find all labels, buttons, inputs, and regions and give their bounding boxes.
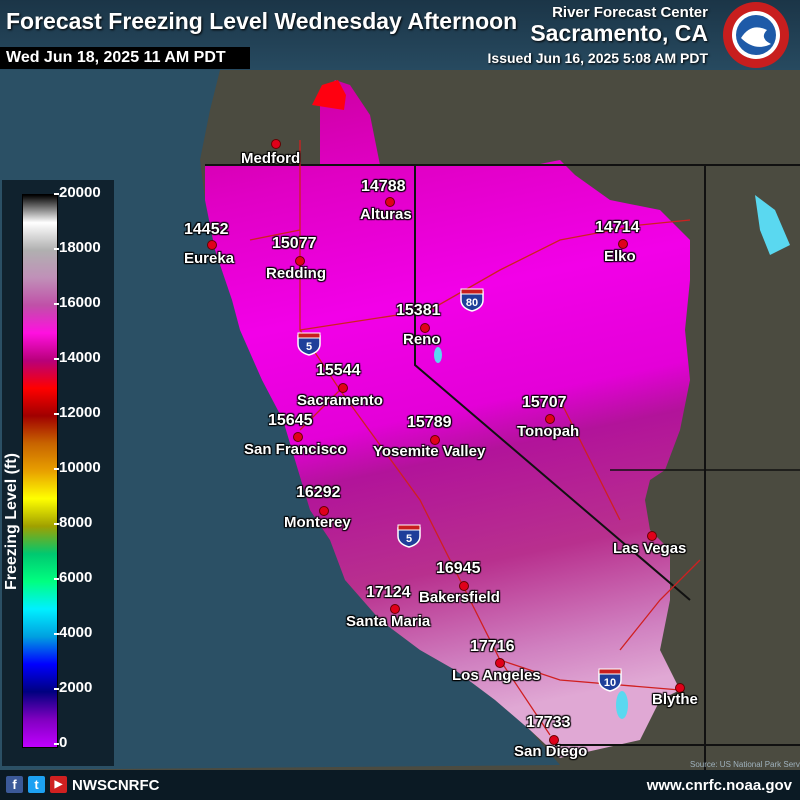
city-name-label: Blythe xyxy=(652,691,698,708)
city-name-label: Monterey xyxy=(284,514,351,531)
city-name-label: San Diego xyxy=(514,743,588,760)
city-name-label: Medford xyxy=(241,150,301,167)
city-name-label: Redding xyxy=(266,265,326,282)
interstate-number: 5 xyxy=(306,341,312,353)
legend-tick-label: 4000 xyxy=(53,624,93,641)
footer-bar xyxy=(0,770,800,800)
legend-tick-label: 6000 xyxy=(53,569,93,586)
great-salt-lake xyxy=(755,195,790,255)
city-freezing-level-value: 16292 xyxy=(296,484,341,501)
legend-tick-label: 14000 xyxy=(54,349,101,366)
city-name-label: San Francisco xyxy=(244,441,347,458)
city-freezing-level-value: 14714 xyxy=(595,219,640,236)
city-name-label: Alturas xyxy=(360,206,412,223)
city-marker-dot xyxy=(319,506,329,516)
city-marker-dot xyxy=(338,383,348,393)
legend-tick-label: 2000 xyxy=(53,679,93,696)
city-name-label: Yosemite Valley xyxy=(373,443,486,460)
color-legend: 20000 18000 16000 14000 12000 10000 8000 6000 40… xyxy=(2,180,114,766)
office-name: Sacramento, CA xyxy=(530,20,708,46)
city-freezing-level-value: 17124 xyxy=(366,584,411,601)
city-name-label: Reno xyxy=(403,331,441,348)
city-freezing-level-value: 15381 xyxy=(396,302,441,319)
salton-sea xyxy=(616,691,628,719)
city-marker-dot xyxy=(675,683,685,693)
interstate-number: 80 xyxy=(466,297,478,309)
legend-tick-label: 18000 xyxy=(54,239,101,256)
city-marker-dot xyxy=(385,197,395,207)
city-marker-dot xyxy=(293,432,303,442)
city-marker-dot xyxy=(295,256,305,266)
legend-tick-label: 12000 xyxy=(54,404,101,421)
city-freezing-level-value: 15077 xyxy=(272,235,317,252)
city-marker-dot xyxy=(390,604,400,614)
twitter-icon[interactable]: t xyxy=(28,776,45,793)
facebook-icon[interactable]: f xyxy=(6,776,23,793)
city-marker-dot xyxy=(430,435,440,445)
map-credit: Source: US National Park Service xyxy=(690,760,800,769)
agency-name: River Forecast Center xyxy=(552,4,708,21)
roads xyxy=(249,140,701,736)
interstate-shield: 10 xyxy=(597,668,623,692)
city-freezing-level-value: 15789 xyxy=(407,414,452,431)
interstate-shield: 80 xyxy=(459,288,485,312)
high-freezing-patch xyxy=(312,80,346,110)
city-name-label: Las Vegas xyxy=(613,540,687,557)
city-name-label: Los Angeles xyxy=(452,667,541,684)
city-freezing-level-value: 14788 xyxy=(361,178,406,195)
legend-label: Freezing Level (ft) xyxy=(3,453,20,590)
youtube-icon[interactable]: ▶ xyxy=(50,776,67,793)
interstate-shield: 5 xyxy=(296,332,322,356)
city-name-label: Sacramento xyxy=(297,392,383,409)
city-freezing-level-value: 16945 xyxy=(436,560,481,577)
city-freezing-level-value: 15544 xyxy=(316,362,361,379)
city-marker-dot xyxy=(549,735,559,745)
city-freezing-level-value: 17733 xyxy=(526,714,571,731)
city-freezing-level-value: 15707 xyxy=(522,394,567,411)
city-marker-dot xyxy=(545,414,555,424)
city-marker-dot xyxy=(459,581,469,591)
state-border-ca-nv xyxy=(414,165,691,601)
issued-time: Issued Jun 16, 2025 5:08 AM PDT xyxy=(487,50,708,66)
city-name-label: Tonopah xyxy=(517,423,580,440)
city-name-label: Elko xyxy=(604,248,636,265)
forecast-area xyxy=(205,80,690,758)
city-marker-dot xyxy=(647,531,657,541)
legend-tick-label: 20000 xyxy=(54,184,101,201)
nws-logo xyxy=(723,2,789,68)
page-title: Forecast Freezing Level Wednesday Aftern… xyxy=(6,8,518,34)
valid-time: Wed Jun 18, 2025 11 AM PDT xyxy=(0,47,250,69)
city-marker-dot xyxy=(495,658,505,668)
legend-color-bar xyxy=(22,194,58,748)
legend-tick-label: 16000 xyxy=(54,294,101,311)
website-link[interactable]: www.cnrfc.noaa.gov xyxy=(646,777,792,794)
city-freezing-level-value: 15645 xyxy=(268,412,313,429)
city-name-label: Eureka xyxy=(184,250,235,267)
city-freezing-level-value: 14452 xyxy=(184,221,229,238)
legend-tick-label: 10000 xyxy=(54,459,101,476)
city-marker-dot xyxy=(271,139,281,149)
legend-tick-label: 8000 xyxy=(53,514,93,531)
interstate-number: 5 xyxy=(406,533,412,545)
interstate-shield: 5 xyxy=(396,524,422,548)
city-marker-dot xyxy=(207,240,217,250)
interstate-number: 10 xyxy=(604,677,616,689)
ocean xyxy=(0,70,560,770)
social-handle[interactable]: NWSCNRFC xyxy=(72,777,160,794)
lake-tahoe xyxy=(434,347,442,363)
city-marker-dot xyxy=(618,239,628,249)
city-name-label: Bakersfield xyxy=(419,589,500,606)
city-freezing-level-value: 17716 xyxy=(470,638,515,655)
legend-tick-label: 0 xyxy=(53,734,68,751)
city-name-label: Santa Maria xyxy=(346,613,431,630)
city-marker-dot xyxy=(420,323,430,333)
